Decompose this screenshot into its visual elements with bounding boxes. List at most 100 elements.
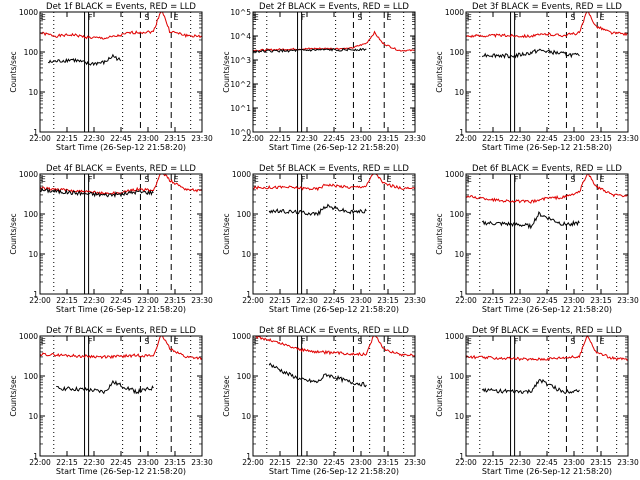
x-axis-label: Start Time (26-Sep-12 21:58:20) [482,467,612,476]
x-tick-label: 23:15 [377,134,399,143]
time-marker-label: E [467,13,472,22]
x-tick-label: 22:45 [323,458,345,467]
y-axis-label: Counts/sec [435,213,444,254]
x-tick-label: 23:00 [137,458,159,467]
x-tick-label: 23:30 [191,134,213,143]
x-axis-label: Start Time (26-Sep-12 21:58:20) [269,305,399,314]
time-marker-label: E [41,175,46,184]
y-axis-label: Counts/sec [222,375,231,416]
x-tick-label: 23:00 [350,296,372,305]
y-tick-label: 10^0 [230,128,251,137]
time-marker-label: E [467,175,472,184]
series-line-black [481,48,580,59]
y-tick-label: 1000 [232,170,251,179]
x-axis-label: Start Time (26-Sep-12 21:58:20) [269,143,399,152]
series-line-red [465,173,629,204]
time-marker-label: E [174,13,179,22]
series-line-red [39,11,203,40]
time-marker-label: E [174,337,179,346]
time-marker-label: E [41,13,46,22]
x-axis-label: Start Time (26-Sep-12 21:58:20) [269,467,399,476]
time-marker-label: E [467,337,472,346]
x-tick-label: 22:00 [242,134,264,143]
panel-title: Det 6f BLACK = Events, RED = LLD [472,164,622,174]
series-line-red [39,335,203,361]
x-tick-label: 22:45 [323,134,345,143]
x-tick-label: 22:30 [83,458,105,467]
x-tick-label: 22:45 [536,458,558,467]
y-tick-label: 1000 [19,332,38,341]
series-line-red [253,335,416,357]
x-tick-label: 22:30 [509,458,531,467]
time-marker-label: S [357,175,362,184]
x-tick-label: 22:30 [509,296,531,305]
time-marker-label: F [88,337,93,346]
y-tick-label: 10 [241,250,251,259]
x-tick-label: 22:30 [83,296,105,305]
y-tick-label: 1 [246,452,251,461]
x-tick-label: 22:30 [296,296,318,305]
x-tick-label: 22:00 [29,458,51,467]
x-tick-label: 23:30 [617,458,639,467]
series-line-black [268,203,367,217]
time-marker-label: E [600,13,605,22]
series-line-black [481,211,580,230]
y-tick-label: 1 [459,290,464,299]
time-marker-label: S [570,13,575,22]
x-tick-label: 22:45 [110,296,132,305]
y-tick-label: 10^4 [230,32,251,41]
panel-title: Det 2f BLACK = Events, RED = LLD [259,2,409,12]
time-marker-label: F [514,337,519,346]
x-tick-label: 23:30 [617,296,639,305]
x-tick-label: 22:00 [29,296,51,305]
time-marker-label: S [144,175,149,184]
panel-title: Det 7f BLACK = Events, RED = LLD [46,326,196,336]
series-line-red [465,11,629,39]
x-tick-label: 22:45 [323,296,345,305]
time-marker-label: S [357,337,362,346]
panel-title: Det 4f BLACK = Events, RED = LLD [46,164,196,174]
time-marker-label: F [301,337,306,346]
time-marker-label: S [570,337,575,346]
time-marker-label: E [174,175,179,184]
time-marker-label: E [41,337,46,346]
series-line-black [47,53,122,67]
x-axis-label: Start Time (26-Sep-12 21:58:20) [482,143,612,152]
panel-title: Det 3f BLACK = Events, RED = LLD [472,2,622,12]
x-tick-label: 22:15 [56,134,78,143]
y-tick-label: 1000 [19,170,38,179]
x-tick-label: 22:30 [83,134,105,143]
y-tick-label: 1 [459,128,464,137]
y-tick-label: 1000 [232,332,251,341]
series-line-black [481,378,580,395]
x-tick-label: 22:15 [56,458,78,467]
x-tick-label: 22:15 [269,296,291,305]
y-tick-label: 1 [33,128,38,137]
x-tick-label: 23:30 [617,134,639,143]
time-marker-label: E [387,337,392,346]
y-tick-label: 10^2 [230,80,251,89]
x-tick-label: 22:00 [29,134,51,143]
y-axis-label: Counts/sec [435,375,444,416]
y-tick-label: 10 [454,250,464,259]
x-tick-label: 23:15 [164,134,186,143]
series-line-red [465,335,629,362]
time-marker-label: S [144,337,149,346]
x-tick-label: 23:00 [563,134,585,143]
y-tick-label: 100 [24,210,39,219]
y-tick-label: 1 [33,452,38,461]
x-tick-label: 23:15 [590,134,612,143]
x-tick-label: 23:30 [404,458,426,467]
y-axis-label: Counts/sec [435,51,444,92]
time-marker-label: F [514,175,519,184]
y-tick-label: 10 [241,412,251,421]
x-tick-label: 23:00 [137,296,159,305]
y-axis-label: Counts/sec [222,213,231,254]
